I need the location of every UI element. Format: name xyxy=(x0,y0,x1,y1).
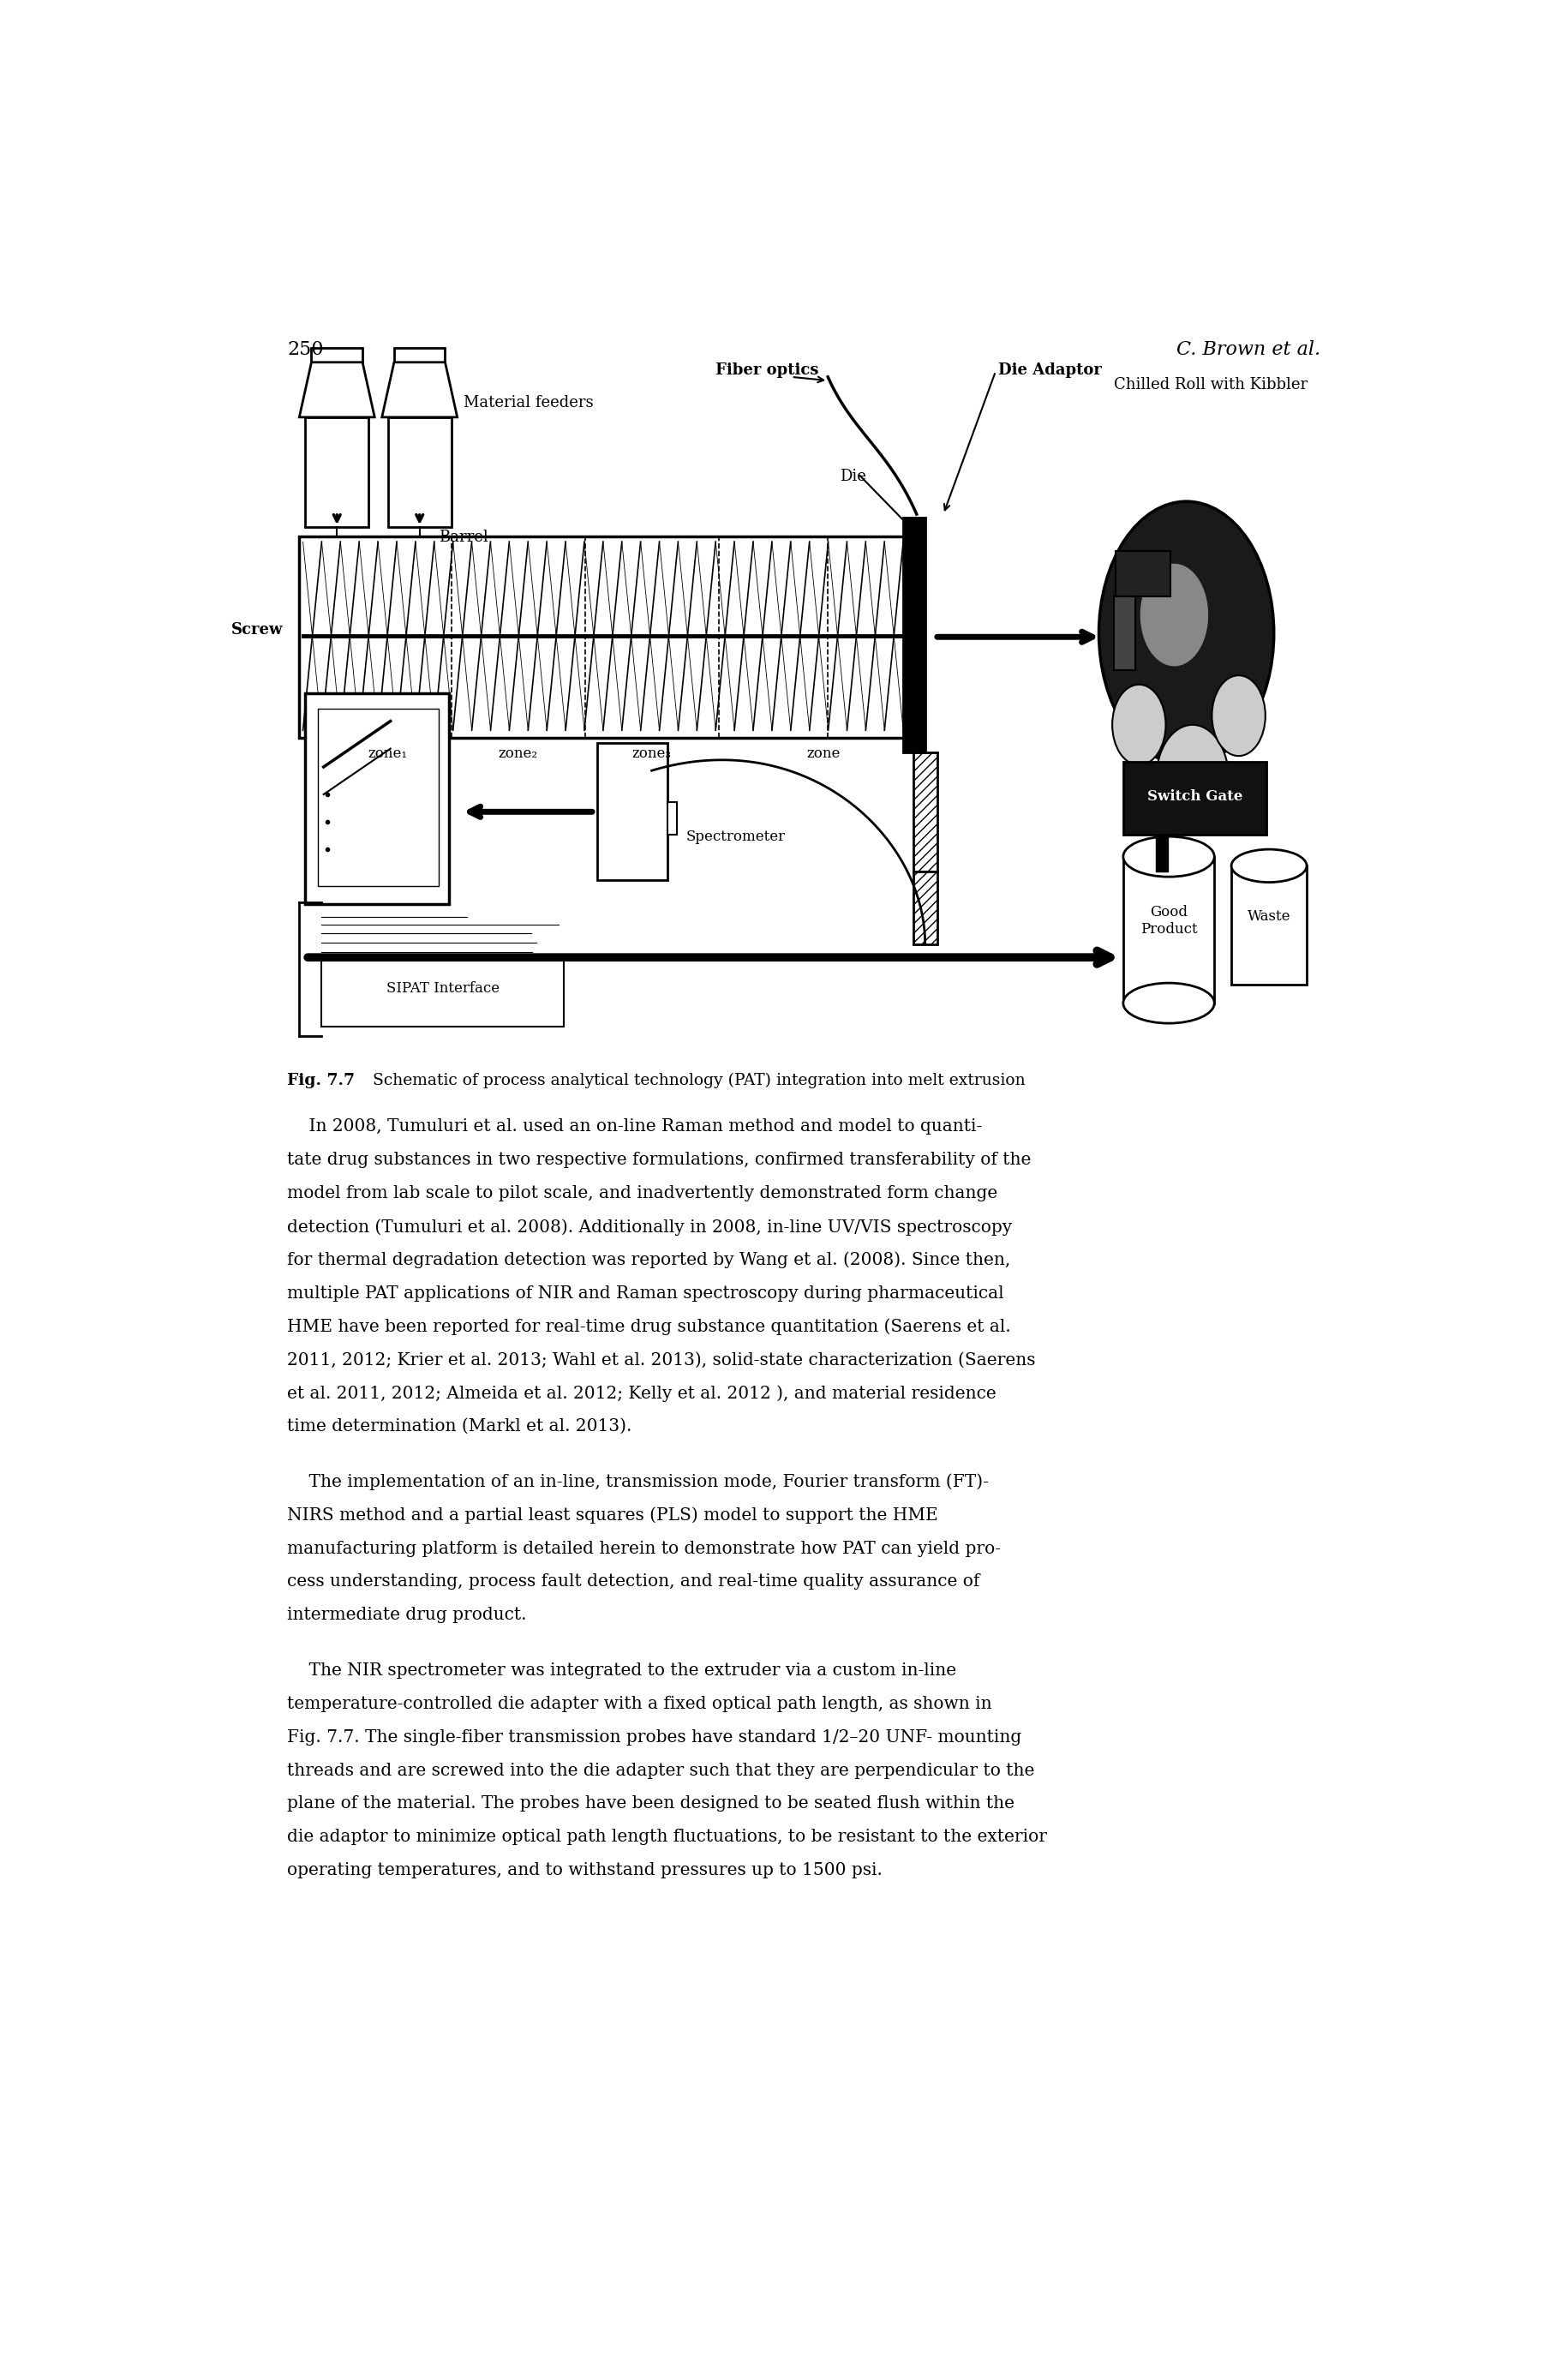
Bar xyxy=(913,870,938,944)
Bar xyxy=(299,535,919,737)
Text: Switch Gate: Switch Gate xyxy=(1148,789,1242,804)
Text: Die: Die xyxy=(840,468,867,483)
Text: In 2008, Tumuluri et al. used an on-line Raman method and model to quanti-: In 2008, Tumuluri et al. used an on-line… xyxy=(287,1118,982,1134)
Polygon shape xyxy=(383,361,458,416)
Text: The NIR spectrometer was integrated to the extruder via a custom in-line: The NIR spectrometer was integrated to t… xyxy=(287,1662,956,1679)
Bar xyxy=(394,347,445,361)
Text: time determination (Markl et al. 2013).: time determination (Markl et al. 2013). xyxy=(287,1417,632,1434)
Bar xyxy=(1123,856,1214,1004)
Circle shape xyxy=(1099,502,1273,766)
Ellipse shape xyxy=(1123,982,1214,1023)
Text: Fig. 7.7. The single-fiber transmission probes have standard 1/2–20 UNF- mountin: Fig. 7.7. The single-fiber transmission … xyxy=(287,1729,1022,1745)
Text: HME have been reported for real-time drug substance quantitation (Saerens et al.: HME have been reported for real-time dru… xyxy=(287,1317,1011,1336)
Text: 250: 250 xyxy=(287,340,323,359)
Text: threads and are screwed into the die adapter such that they are perpendicular to: threads and are screwed into the die ada… xyxy=(287,1762,1035,1779)
Text: zone₂: zone₂ xyxy=(499,747,538,761)
Text: Barrel: Barrel xyxy=(439,530,489,545)
Bar xyxy=(1116,552,1171,597)
Bar xyxy=(1113,597,1135,671)
Bar xyxy=(903,518,925,751)
Polygon shape xyxy=(299,361,375,416)
Text: zone₃: zone₃ xyxy=(632,747,671,761)
Ellipse shape xyxy=(1231,849,1306,882)
Bar xyxy=(306,694,448,904)
Text: intermediate drug product.: intermediate drug product. xyxy=(287,1608,527,1624)
Bar xyxy=(1123,761,1267,835)
Text: model from lab scale to pilot scale, and inadvertently demonstrated form change: model from lab scale to pilot scale, and… xyxy=(287,1184,997,1201)
Text: Screw: Screw xyxy=(232,623,284,637)
Bar xyxy=(317,709,439,887)
Bar xyxy=(1156,835,1168,870)
Text: detection (Tumuluri et al. 2008). Additionally in 2008, in-line UV/VIS spectrosc: detection (Tumuluri et al. 2008). Additi… xyxy=(287,1218,1013,1234)
Text: plane of the material. The probes have been designed to be seated flush within t: plane of the material. The probes have b… xyxy=(287,1795,1014,1812)
Text: The implementation of an in-line, transmission mode, Fourier transform (FT)-: The implementation of an in-line, transm… xyxy=(287,1474,989,1491)
Text: operating temperatures, and to withstand pressures up to 1500 psi.: operating temperatures, and to withstand… xyxy=(287,1862,883,1879)
Bar xyxy=(387,416,452,528)
Text: manufacturing platform is detailed herein to demonstrate how PAT can yield pro-: manufacturing platform is detailed herei… xyxy=(287,1541,1000,1558)
Text: NIRS method and a partial least squares (PLS) model to support the HME: NIRS method and a partial least squares … xyxy=(287,1508,938,1524)
Bar xyxy=(306,416,368,528)
Circle shape xyxy=(1156,725,1229,835)
Text: die adaptor to minimize optical path length fluctuations, to be resistant to the: die adaptor to minimize optical path len… xyxy=(287,1829,1047,1845)
Text: C. Brown et al.: C. Brown et al. xyxy=(1176,340,1320,359)
Bar xyxy=(597,742,668,880)
Circle shape xyxy=(1212,675,1265,756)
Text: et al. 2011, 2012; Almeida et al. 2012; Kelly et al. 2012 ), and material reside: et al. 2011, 2012; Almeida et al. 2012; … xyxy=(287,1384,996,1403)
Text: multiple PAT applications of NIR and Raman spectroscopy during pharmaceutical: multiple PAT applications of NIR and Ram… xyxy=(287,1284,1004,1301)
Text: Fiber optics: Fiber optics xyxy=(715,361,818,378)
Text: zone₁: zone₁ xyxy=(367,747,408,761)
Text: Material feeders: Material feeders xyxy=(464,395,593,411)
Text: Switch Gate: Switch Gate xyxy=(1148,789,1242,804)
Circle shape xyxy=(1112,685,1165,766)
Text: for thermal degradation detection was reported by Wang et al. (2008). Since then: for thermal degradation detection was re… xyxy=(287,1251,1010,1267)
Bar xyxy=(312,347,362,361)
Text: Chilled Roll with Kibbler: Chilled Roll with Kibbler xyxy=(1113,376,1308,392)
Bar xyxy=(668,801,677,835)
Text: Waste: Waste xyxy=(1248,908,1290,923)
Text: 2011, 2012; Krier et al. 2013; Wahl et al. 2013), solid-state characterization (: 2011, 2012; Krier et al. 2013; Wahl et a… xyxy=(287,1351,1035,1367)
Text: zone: zone xyxy=(806,747,840,761)
Text: Fig. 7.7: Fig. 7.7 xyxy=(287,1072,354,1089)
Bar xyxy=(1231,866,1306,984)
Text: Die Adaptor: Die Adaptor xyxy=(999,361,1102,378)
Text: Schematic of process analytical technology (PAT) integration into melt extrusion: Schematic of process analytical technolo… xyxy=(362,1072,1025,1089)
Text: SIPAT Interface: SIPAT Interface xyxy=(386,982,499,996)
Text: temperature-controlled die adapter with a fixed optical path length, as shown in: temperature-controlled die adapter with … xyxy=(287,1696,993,1712)
Text: cess understanding, process fault detection, and real-time quality assurance of: cess understanding, process fault detect… xyxy=(287,1574,980,1591)
Ellipse shape xyxy=(1123,837,1214,877)
Bar xyxy=(321,958,564,1027)
Text: Spectrometer: Spectrometer xyxy=(685,830,786,844)
Circle shape xyxy=(1140,564,1209,666)
Text: Good
Product: Good Product xyxy=(1140,906,1198,937)
Text: tate drug substances in two respective formulations, confirmed transferability o: tate drug substances in two respective f… xyxy=(287,1151,1032,1168)
Bar xyxy=(913,751,938,870)
